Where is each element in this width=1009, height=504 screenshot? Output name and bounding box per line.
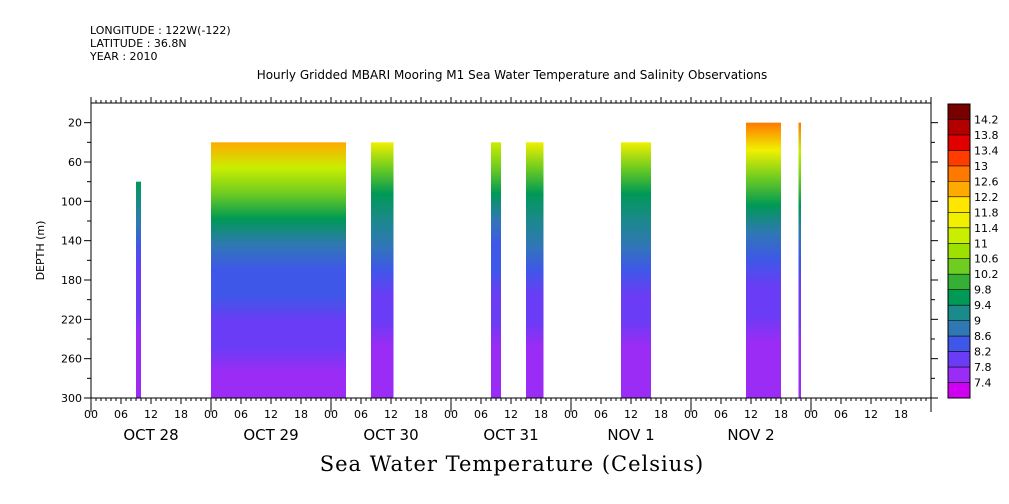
colorbar-swatch: [948, 196, 970, 213]
metadata-block: LONGITUDE : 122W(-122) LATITUDE : 36.8N …: [90, 24, 231, 63]
hour-tick-label: 06: [834, 408, 848, 421]
latitude-label: LATITUDE : 36.8N: [90, 37, 187, 50]
data-block: [211, 142, 346, 398]
hour-tick-label: 06: [114, 408, 128, 421]
data-block: [798, 122, 801, 399]
colorbar-label: 13.4: [974, 144, 999, 157]
data-block: [491, 142, 501, 398]
y-tick-label: 140: [61, 235, 82, 248]
colorbar-label: 7.4: [974, 377, 992, 390]
colorbar-swatch: [948, 119, 970, 136]
axes: 00 06 12 18 00 06 12 18 00 06 12 18 00 06 12 18 00 06 12 18…: [34, 97, 938, 444]
data-block: [526, 142, 544, 398]
hour-tick-label: 06: [354, 408, 368, 421]
colorbar-label: 11.8: [974, 206, 999, 219]
colorbar-swatch: [948, 150, 970, 167]
hour-tick-label: 12: [384, 408, 398, 421]
y-axis-label: DEPTH (m): [34, 221, 47, 281]
hour-tick-label: 12: [864, 408, 878, 421]
hour-tick-label: 00: [324, 408, 338, 421]
hour-tick-label: 00: [444, 408, 458, 421]
colorbar-swatch: [948, 305, 970, 322]
hour-tick-label: 06: [714, 408, 728, 421]
colorbar-label: 9: [974, 315, 981, 328]
colorbar-label: 9.4: [974, 299, 992, 312]
y-tick-label: 20: [68, 117, 82, 130]
colorbar-label: 12.2: [974, 191, 999, 204]
colorbar-label: 11.4: [974, 222, 999, 235]
hour-tick-label: 06: [234, 408, 248, 421]
colorbar-label: 8.2: [974, 346, 992, 359]
y-tick-label: 220: [61, 313, 82, 326]
colorbar-swatch: [948, 104, 970, 120]
y-tick-label: 260: [61, 353, 82, 366]
colorbar-swatch: [948, 258, 970, 275]
chart-title: Hourly Gridded MBARI Mooring M1 Sea Wate…: [256, 68, 768, 82]
colorbar-swatch: [948, 134, 970, 151]
day-label: OCT 30: [363, 426, 418, 444]
colorbar-swatch: [948, 227, 970, 244]
colorbar-label: 11: [974, 237, 988, 250]
hour-tick-label: 18: [294, 408, 308, 421]
y-tick-label: 60: [68, 156, 82, 169]
y-tick-label: 180: [61, 274, 82, 287]
colorbar-label: 7.8: [974, 361, 992, 374]
colorbar-frame: [947, 103, 971, 399]
colorbar-swatch: [948, 181, 970, 198]
colorbar-swatch: [948, 367, 970, 384]
colorbar-swatch: [948, 320, 970, 337]
hour-tick-label: 00: [84, 408, 98, 421]
colorbar-label: 12.6: [974, 175, 999, 188]
colorbar-label: 8.6: [974, 330, 992, 343]
hour-tick-label: 00: [804, 408, 818, 421]
data-blocks: [136, 122, 801, 399]
colorbar-swatch: [948, 165, 970, 182]
y-tick-label: 100: [61, 195, 82, 208]
hour-tick-label: 12: [264, 408, 278, 421]
hour-tick-label: 00: [564, 408, 578, 421]
hour-tick-label: 12: [624, 408, 638, 421]
data-block: [746, 122, 781, 399]
colorbar-label: 10.6: [974, 253, 999, 266]
hour-tick-label: 18: [894, 408, 908, 421]
y-tick-label: 300: [61, 392, 82, 405]
data-block: [621, 142, 651, 398]
hour-tick-label: 18: [654, 408, 668, 421]
hour-tick-label: 12: [504, 408, 518, 421]
data-block: [371, 142, 394, 398]
colorbar-swatch: [948, 289, 970, 306]
colorbar-swatch: [948, 212, 970, 229]
day-label: NOV 1: [607, 426, 654, 444]
day-label: OCT 29: [243, 426, 298, 444]
colorbar-label: 14.2: [974, 113, 999, 126]
colorbar-label: 9.8: [974, 284, 992, 297]
day-label: NOV 2: [727, 426, 774, 444]
variable-title: Sea Water Temperature (Celsius): [319, 452, 705, 476]
data-block: [136, 181, 141, 398]
hour-tick-label: 00: [204, 408, 218, 421]
colorbar: 14.2 13.8 13.4 13 12.6 12.2 11.8 11.4 11 10.6 10.2…: [947, 103, 999, 399]
hour-tick-label: 18: [774, 408, 788, 421]
longitude-label: LONGITUDE : 122W(-122): [90, 24, 231, 37]
hour-tick-label: 00: [684, 408, 698, 421]
colorbar-swatch: [948, 336, 970, 353]
hour-tick-label: 12: [144, 408, 158, 421]
colorbar-swatch: [948, 382, 970, 399]
day-label: OCT 28: [123, 426, 178, 444]
colorbar-swatch: [948, 274, 970, 291]
colorbar-swatch: [948, 351, 970, 368]
colorbar-label: 10.2: [974, 268, 999, 281]
hour-tick-label: 18: [534, 408, 548, 421]
hour-tick-label: 06: [594, 408, 608, 421]
hour-tick-label: 12: [744, 408, 758, 421]
colorbar-label: 13.8: [974, 129, 999, 142]
colorbar-label: 13: [974, 160, 988, 173]
colorbar-swatch: [948, 243, 970, 260]
year-label: YEAR : 2010: [90, 50, 158, 63]
hour-tick-label: 06: [474, 408, 488, 421]
hour-tick-label: 18: [174, 408, 188, 421]
day-label: OCT 31: [483, 426, 538, 444]
hour-tick-label: 18: [414, 408, 428, 421]
